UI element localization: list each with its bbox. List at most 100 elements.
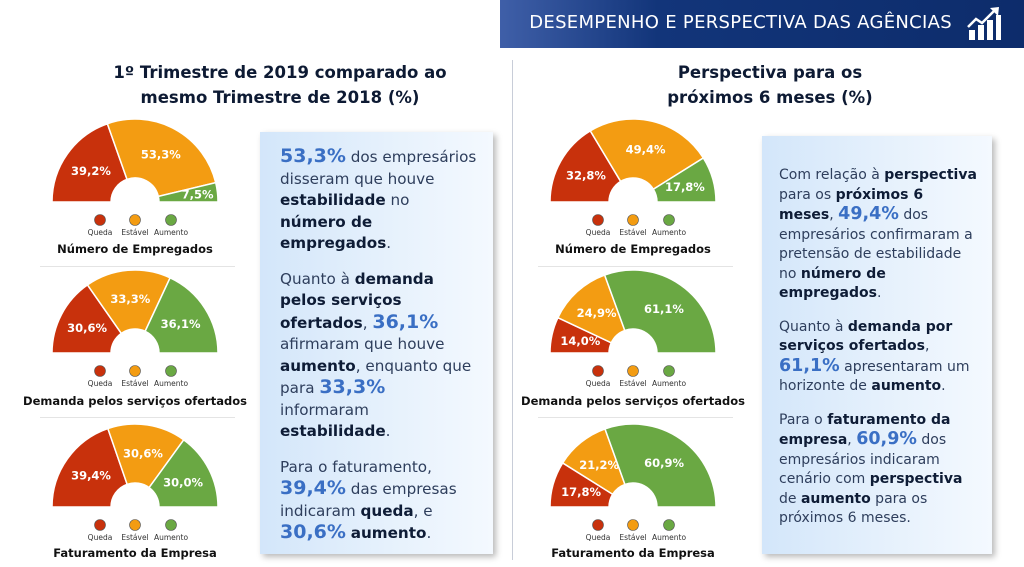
- bold-text: faturamento da empresa: [779, 411, 951, 449]
- legend-marker-estavel: [627, 214, 639, 226]
- bold-text: aumento: [350, 524, 427, 542]
- legend-label-aumento: Aumento: [154, 379, 188, 388]
- info-text: ,: [362, 313, 373, 332]
- highlight-percentage: 61,1%: [779, 355, 840, 376]
- highlight-percentage: 53,3%: [280, 145, 346, 167]
- legend-marker-aumento: [165, 365, 177, 377]
- highlight-percentage: 30,6%: [280, 521, 346, 543]
- legend-label-estavel: Estável: [121, 533, 148, 542]
- gauge-chart-employees-outlook: 32,8% 49,4% 17,8% Queda Estável Aumento: [549, 118, 717, 237]
- gauge-value-label: 17,8%: [561, 485, 601, 499]
- gauge-slice-aumento: [144, 276, 219, 354]
- gauge-slice-estavel: [86, 269, 172, 335]
- info-text: informaram: [280, 400, 369, 419]
- page-title: DESEMPENHO E PERSPECTIVA DAS AGÊNCIAS: [529, 12, 952, 33]
- legend-marker-queda: [94, 214, 106, 226]
- gauge-value-label: 14,0%: [560, 334, 600, 348]
- legend-marker-queda: [94, 365, 106, 377]
- gauge-chart-employees-q1: 39,2% 53,3% 7,5% Queda Estável Aumento: [51, 118, 219, 237]
- highlight-percentage: 33,3%: [319, 376, 386, 398]
- info-text: Quanto à: [280, 269, 355, 288]
- legend-label-aumento: Aumento: [154, 533, 188, 542]
- gauge-value-label: 30,0%: [163, 475, 203, 489]
- info-box-left: 53,3% dos empresários disseram que houve…: [260, 132, 493, 554]
- gauge-slice-estavel: [106, 118, 217, 198]
- growth-chart-icon: [967, 7, 1001, 40]
- legend-label-estavel: Estável: [619, 228, 646, 237]
- gauge-title: Número de Empregados: [57, 242, 213, 256]
- bold-text: número de empregados: [779, 265, 886, 302]
- info-text: das empresas indicaram: [280, 480, 457, 520]
- legend-label-queda: Queda: [586, 533, 611, 542]
- info-text: Com relação à: [779, 167, 885, 183]
- legend-label-queda: Queda: [88, 533, 113, 542]
- right-title-line2: próximos 6 meses (%): [667, 88, 873, 107]
- bold-text: queda: [360, 501, 414, 520]
- right-title-line1: Perspectiva para os: [677, 63, 863, 82]
- bold-text: estabilidade: [280, 191, 386, 209]
- info-paragraph: Para o faturamento, 39,4% das empresas i…: [280, 457, 477, 545]
- legend-marker-queda: [592, 519, 604, 531]
- info-text: Para o: [779, 411, 828, 428]
- legend-marker-aumento: [663, 519, 675, 531]
- bold-text: perspectiva: [884, 167, 977, 183]
- bold-text: aumento: [800, 490, 871, 507]
- gauge-title: Faturamento da Empresa: [53, 546, 217, 560]
- highlight-percentage: 49,4%: [838, 204, 899, 224]
- legend-label-aumento: Aumento: [652, 533, 686, 542]
- legend-label-estavel: Estável: [121, 379, 148, 388]
- gauge-value-label: 30,6%: [123, 447, 163, 461]
- gauge-slice-estavel: [589, 118, 705, 191]
- separator-line: [40, 266, 235, 267]
- gauge-chart-revenue-outlook: 17,8% 21,2% 60,9% Queda Estável Aumento: [549, 423, 717, 542]
- separator-line: [40, 417, 235, 418]
- gauge-slice-queda: [51, 283, 123, 354]
- left-section-title: 1º Trimestre de 2019 comparado ao mesmo …: [60, 60, 500, 110]
- legend-marker-queda: [592, 365, 604, 377]
- gauge-value-label: 39,4%: [71, 469, 111, 483]
- gauge-value-label: 7,5%: [182, 188, 214, 202]
- bold-text: estabilidade: [280, 422, 386, 440]
- gauge-value-label: 21,2%: [579, 458, 619, 472]
- bold-text: demanda pelos serviços ofertados: [280, 269, 434, 332]
- gauge-slice-aumento: [603, 269, 717, 354]
- legend-marker-queda: [94, 519, 106, 531]
- info-text: no: [385, 191, 410, 209]
- gauge-chart-revenue-q1: 39,4% 30,6%30,0% Queda Estável Aumento: [51, 423, 219, 542]
- info-text: .: [426, 524, 432, 542]
- legend-marker-estavel: [627, 365, 639, 377]
- gauge-value-label: 61,1%: [644, 302, 684, 316]
- left-title-line2: mesmo Trimestre de 2018 (%): [140, 88, 420, 107]
- bold-text: número de empregados: [280, 212, 387, 253]
- legend-label-queda: Queda: [88, 379, 113, 388]
- info-paragraph: 53,3% dos empresários disseram que houve…: [280, 145, 477, 255]
- gauge-value-label: 32,8%: [566, 168, 606, 182]
- legend-label-queda: Queda: [88, 228, 113, 237]
- gauge-slice-aumento: [148, 438, 219, 508]
- gauge-slice-aumento: [652, 156, 717, 203]
- bold-text: próximos 6 meses: [779, 186, 924, 224]
- gauge-title: Faturamento da Empresa: [551, 546, 715, 560]
- bold-text: demanda por serviços ofertados: [779, 318, 953, 355]
- gauge-value-label: 36,1%: [161, 317, 201, 331]
- info-text: afirmaram que houve: [280, 335, 445, 353]
- info-text: .: [385, 422, 391, 440]
- left-title-line1: 1º Trimestre de 2019 comparado ao: [113, 63, 447, 82]
- info-text: Quanto à: [779, 318, 848, 335]
- gauge-title: Demanda pelos serviços ofertados: [23, 394, 247, 408]
- highlight-percentage: 39,4%: [280, 477, 346, 499]
- info-box-right: Com relação à perspectiva para os próxim…: [762, 136, 992, 554]
- legend-marker-estavel: [129, 519, 141, 531]
- info-text: , e: [413, 501, 433, 520]
- separator-line: [538, 266, 733, 267]
- gauge-value-label: 33,3%: [110, 292, 150, 306]
- info-text: de: [779, 490, 801, 507]
- info-text: dos empresários disseram que houve: [280, 148, 477, 188]
- legend-marker-aumento: [663, 214, 675, 226]
- legend-label-estavel: Estável: [619, 379, 646, 388]
- gauge-value-label: 60,9%: [644, 456, 684, 470]
- legend-marker-estavel: [129, 365, 141, 377]
- bold-text: perspectiva: [869, 471, 963, 487]
- bold-text: aumento: [280, 356, 356, 375]
- info-text: para os próximos 6 meses.: [779, 490, 928, 527]
